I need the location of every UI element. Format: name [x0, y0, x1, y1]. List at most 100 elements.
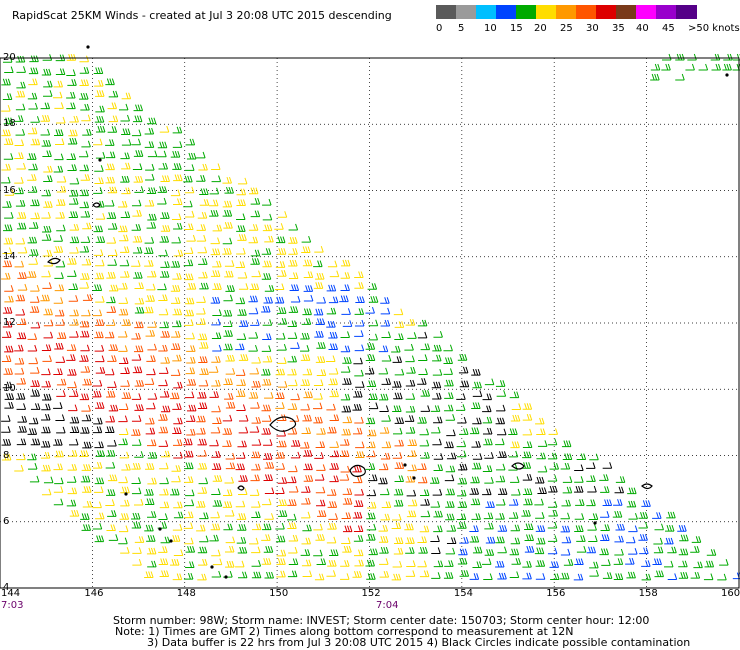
wind-barb — [433, 416, 443, 424]
wind-barb — [131, 199, 142, 207]
wind-barb — [352, 465, 362, 473]
wind-barb — [354, 369, 364, 377]
wind-barb — [589, 569, 599, 577]
wind-barb — [131, 521, 142, 529]
wind-barb — [563, 559, 574, 566]
wind-barb — [92, 501, 102, 509]
wind-barb — [41, 413, 51, 421]
wind-barb — [638, 521, 648, 529]
wind-barb — [212, 500, 223, 507]
wind-barb — [496, 390, 507, 397]
wind-barb — [432, 392, 442, 400]
wind-barb — [80, 475, 91, 483]
wind-barb — [105, 199, 115, 207]
wind-barb — [379, 546, 389, 554]
wind-barb — [340, 259, 351, 267]
wind-barb — [157, 150, 167, 158]
wind-barb — [457, 477, 468, 485]
wind-barb — [612, 510, 623, 518]
wind-barb — [210, 511, 220, 519]
wind-barb — [675, 73, 685, 81]
wind-barb — [365, 354, 376, 362]
wind-barb — [679, 534, 689, 542]
wind-barb — [94, 477, 105, 485]
contamination-marker — [725, 73, 729, 77]
wind-barb — [300, 332, 310, 340]
wind-barb — [157, 197, 167, 205]
wind-barb — [222, 414, 233, 422]
wind-barb — [510, 537, 521, 545]
wind-barb — [82, 222, 92, 230]
wind-barb — [248, 344, 258, 352]
wind-barb — [4, 393, 15, 400]
wind-barb — [222, 247, 232, 255]
wind-barb — [561, 499, 571, 507]
wind-barb — [185, 138, 196, 146]
legend-label: 0 — [436, 23, 443, 34]
wind-barb — [314, 573, 325, 581]
wind-barb — [469, 535, 480, 543]
wind-barb — [315, 272, 325, 280]
wind-barb — [95, 450, 105, 457]
wind-barb — [354, 308, 365, 315]
wind-barb — [118, 103, 129, 111]
wind-barb — [211, 332, 222, 340]
wind-barb — [456, 404, 466, 411]
wind-barb — [329, 270, 340, 278]
wind-barb — [107, 102, 118, 110]
legend-swatch — [636, 5, 657, 19]
wind-barb — [212, 224, 223, 232]
wind-barb — [236, 199, 246, 207]
wind-barb — [262, 498, 272, 506]
wind-barb — [675, 53, 685, 61]
wind-barb — [55, 414, 65, 422]
wind-barb — [53, 165, 64, 173]
wind-barb — [250, 319, 260, 326]
wind-barb — [212, 417, 222, 425]
wind-barb — [41, 270, 51, 278]
wind-barb — [146, 355, 156, 362]
wind-barb — [522, 403, 533, 410]
wind-barb — [184, 476, 194, 483]
wind-barb — [710, 53, 721, 61]
wind-barb — [131, 332, 141, 340]
lon-label: 148 — [176, 588, 196, 599]
wind-barb — [133, 498, 144, 506]
wind-barb — [301, 511, 311, 519]
wind-barb — [237, 546, 248, 554]
wind-barb — [157, 283, 167, 291]
wind-barb — [628, 525, 638, 533]
wind-barb — [118, 330, 128, 338]
wind-barb — [159, 477, 169, 485]
wind-barb — [105, 415, 116, 423]
wind-barb — [55, 309, 65, 317]
wind-barb — [381, 414, 391, 422]
wind-barb — [80, 210, 91, 218]
wind-barb — [94, 272, 105, 280]
wind-barb — [420, 498, 430, 506]
wind-barb — [223, 330, 233, 337]
wind-barb — [79, 330, 90, 338]
legend-swatch — [616, 5, 637, 19]
wind-barb — [432, 344, 442, 352]
wind-barb — [419, 489, 430, 497]
wind-barb — [445, 501, 455, 508]
wind-barb — [30, 138, 41, 146]
wind-barb — [223, 343, 233, 351]
wind-barb — [341, 512, 352, 519]
wind-barb — [54, 450, 64, 458]
wind-barb — [315, 486, 326, 494]
wind-barb — [79, 67, 90, 74]
wind-barb — [134, 186, 144, 193]
wind-barb — [288, 558, 299, 565]
wind-barb — [326, 570, 336, 577]
wind-barb — [443, 357, 453, 364]
wind-barb — [328, 343, 338, 351]
wind-barb — [4, 345, 14, 353]
wind-barb — [186, 378, 197, 386]
wind-barb — [418, 354, 428, 361]
wind-barb — [627, 487, 637, 495]
wind-barb — [197, 211, 208, 219]
wind-barb — [105, 151, 116, 159]
contamination-marker — [412, 476, 416, 480]
